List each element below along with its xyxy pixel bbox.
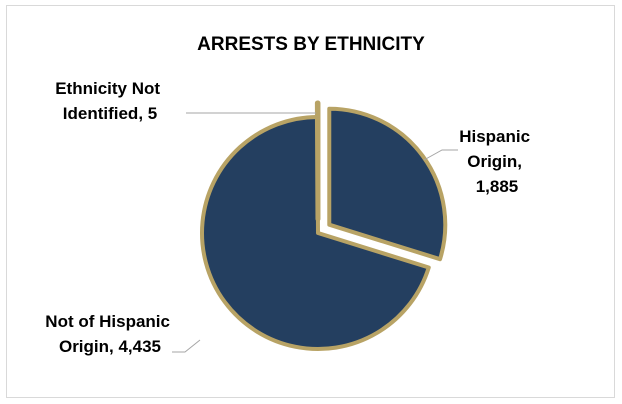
data-label-hispanic-line-3: 1,885: [476, 177, 519, 196]
leader-line-hispanic: [423, 149, 458, 161]
leader-line-not-hispanic: [172, 339, 201, 353]
data-label-not-hispanic: Not of Hispanic Origin, 4,435: [45, 312, 174, 356]
data-label-not-identified-line-2: Identified, 5: [63, 104, 157, 123]
slice-ethnicity-not-identified: [314, 100, 321, 222]
data-label-hispanic: Hispanic Origin, 1,885: [459, 127, 535, 196]
data-label-not-identified: Ethnicity Not Identified, 5: [55, 79, 165, 123]
data-label-not-hispanic-line-2: Origin, 4,435: [59, 337, 161, 356]
data-label-not-hispanic-line-1: Not of Hispanic: [45, 312, 170, 331]
chart-title: ARRESTS BY ETHNICITY: [197, 34, 425, 55]
data-label-not-identified-line-1: Ethnicity Not: [55, 79, 160, 98]
slice-not-of-hispanic-origin: [200, 115, 431, 351]
data-label-hispanic-line-1: Hispanic: [459, 127, 530, 146]
slice-hispanic-origin: [327, 106, 448, 262]
data-label-hispanic-line-2: Origin,: [467, 152, 522, 171]
